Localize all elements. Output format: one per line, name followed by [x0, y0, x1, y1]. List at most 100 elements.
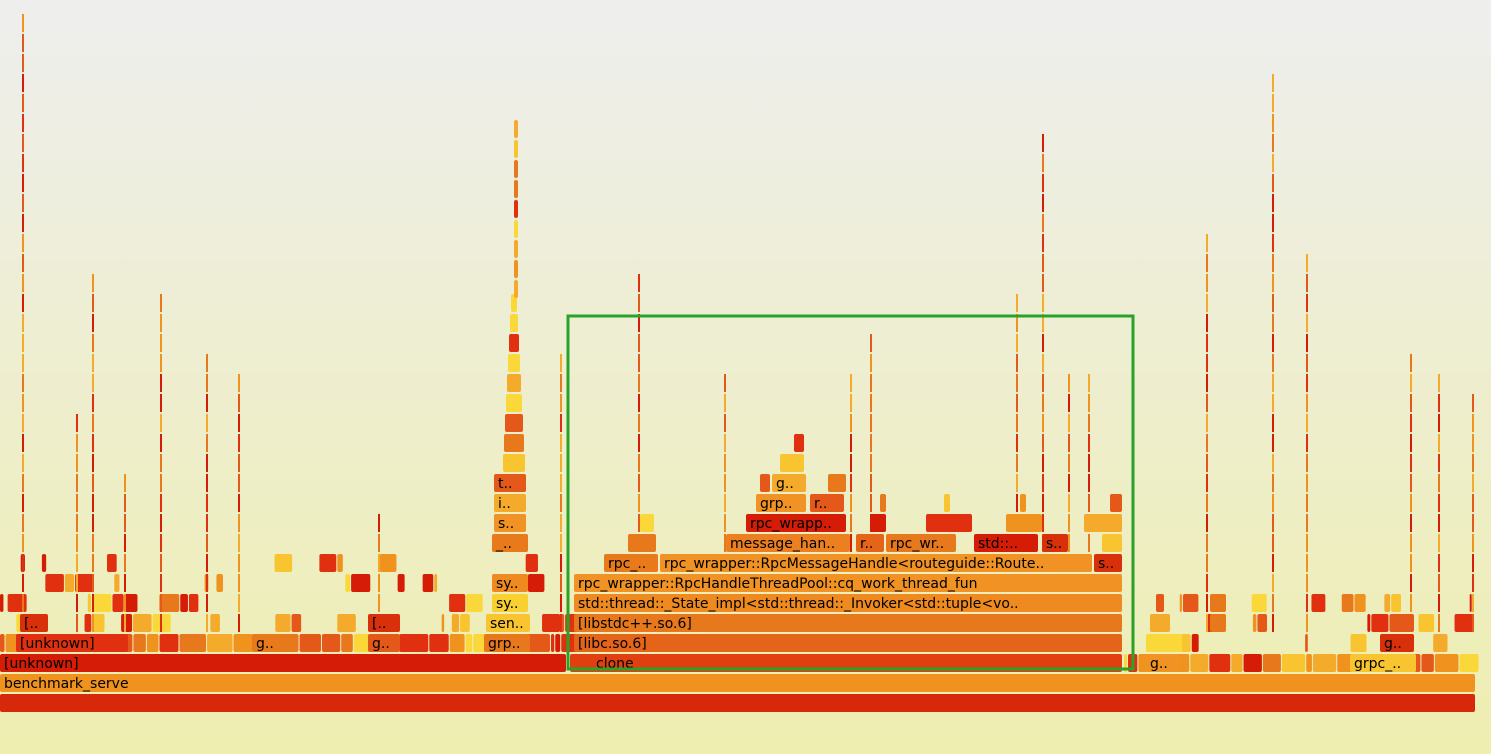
frame[interactable]	[1410, 354, 1412, 372]
frame[interactable]	[1469, 594, 1472, 612]
frame[interactable]	[1306, 474, 1308, 492]
frame[interactable]	[974, 534, 1038, 552]
frame[interactable]	[1088, 394, 1090, 412]
frame[interactable]	[560, 354, 562, 372]
frame[interactable]	[1210, 594, 1226, 612]
frame[interactable]	[1272, 154, 1274, 172]
frame[interactable]	[870, 494, 872, 512]
frame[interactable]	[7, 594, 27, 612]
frame[interactable]	[1146, 654, 1180, 672]
frame[interactable]	[160, 434, 162, 452]
frame[interactable]	[160, 574, 162, 592]
frame[interactable]	[724, 474, 726, 492]
frame[interactable]	[1209, 654, 1231, 672]
frame[interactable]	[492, 594, 528, 612]
frame[interactable]	[1272, 534, 1274, 552]
frame[interactable]	[160, 494, 162, 512]
frame[interactable]	[794, 434, 804, 452]
frame[interactable]	[124, 494, 126, 512]
frame[interactable]	[1438, 514, 1440, 532]
frame[interactable]	[291, 614, 302, 632]
frame[interactable]	[337, 614, 356, 632]
frame[interactable]	[780, 454, 804, 472]
frame[interactable]	[870, 474, 872, 492]
frame[interactable]	[850, 434, 852, 452]
frame[interactable]	[660, 554, 1092, 572]
frame[interactable]	[560, 474, 562, 492]
frame[interactable]	[341, 634, 353, 652]
frame[interactable]	[1459, 654, 1479, 672]
frame[interactable]	[92, 614, 105, 632]
frame[interactable]	[1410, 554, 1412, 572]
frame[interactable]	[22, 434, 24, 452]
frame[interactable]	[1042, 334, 1044, 352]
frame[interactable]	[944, 494, 950, 512]
frame[interactable]	[1306, 494, 1308, 512]
frame[interactable]	[16, 634, 128, 652]
frame[interactable]	[1272, 174, 1274, 192]
frame[interactable]	[638, 394, 640, 412]
frame[interactable]	[238, 514, 240, 532]
frame[interactable]	[1272, 94, 1274, 112]
frame[interactable]	[238, 574, 240, 592]
frame[interactable]	[1306, 314, 1308, 332]
frame[interactable]	[114, 574, 120, 592]
frame[interactable]	[1088, 534, 1090, 552]
frame[interactable]	[724, 414, 726, 432]
frame[interactable]	[638, 434, 640, 452]
frame[interactable]	[507, 374, 521, 392]
frame[interactable]	[1206, 294, 1208, 312]
frame[interactable]	[1371, 614, 1389, 632]
frame[interactable]	[1251, 594, 1267, 612]
frame[interactable]	[1354, 594, 1366, 612]
frame[interactable]	[1206, 554, 1208, 572]
frame[interactable]	[1156, 594, 1164, 612]
frame[interactable]	[1410, 514, 1412, 532]
frame[interactable]	[92, 494, 94, 512]
frame[interactable]	[1110, 494, 1122, 512]
frame[interactable]	[1410, 594, 1412, 612]
frame[interactable]	[514, 240, 518, 258]
frame[interactable]	[124, 594, 126, 612]
frame[interactable]	[160, 374, 162, 392]
frame[interactable]	[870, 374, 872, 392]
frame[interactable]	[1182, 594, 1199, 612]
frame[interactable]	[1272, 74, 1274, 92]
frame[interactable]	[1410, 374, 1412, 392]
frame[interactable]	[1380, 634, 1414, 652]
frame[interactable]	[1206, 434, 1208, 452]
frame[interactable]	[76, 614, 78, 632]
frame[interactable]	[1206, 514, 1208, 532]
frame[interactable]	[188, 594, 199, 612]
frame[interactable]	[1272, 374, 1274, 392]
frame[interactable]	[724, 454, 726, 472]
frame[interactable]	[180, 594, 188, 612]
frame[interactable]	[1016, 374, 1018, 392]
frame[interactable]	[378, 594, 380, 612]
frame[interactable]	[1272, 234, 1274, 252]
frame[interactable]	[1068, 374, 1070, 392]
frame[interactable]	[22, 514, 24, 532]
frame[interactable]	[76, 554, 78, 572]
frame[interactable]	[378, 554, 380, 572]
frame[interactable]	[746, 514, 846, 532]
frame[interactable]	[638, 334, 640, 352]
frame[interactable]	[1210, 614, 1226, 632]
frame[interactable]	[76, 534, 78, 552]
frame[interactable]	[638, 454, 640, 472]
frame[interactable]	[1088, 434, 1090, 452]
frame[interactable]	[92, 294, 94, 312]
frame[interactable]	[1272, 214, 1274, 232]
frame[interactable]	[252, 634, 280, 652]
frame[interactable]	[810, 494, 844, 512]
frame[interactable]	[514, 260, 518, 278]
frame[interactable]	[1206, 374, 1208, 392]
frame[interactable]	[1272, 614, 1274, 632]
frame[interactable]	[216, 574, 223, 592]
frame[interactable]	[1410, 494, 1412, 512]
frame[interactable]	[206, 514, 208, 532]
frame[interactable]	[1410, 574, 1412, 592]
frame[interactable]	[555, 634, 561, 652]
frame[interactable]	[1472, 434, 1474, 452]
frame[interactable]	[1306, 614, 1308, 632]
